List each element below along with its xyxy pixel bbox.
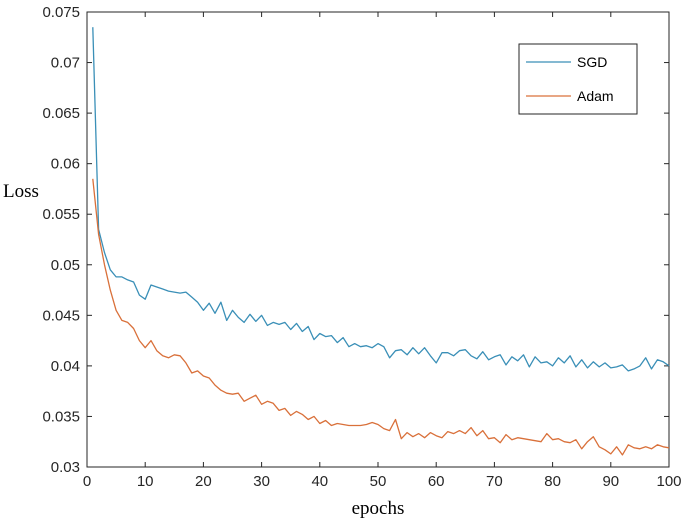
x-tick-label: 40: [311, 473, 328, 490]
series-line-adam: [92, 178, 670, 456]
x-axis-label: epochs: [352, 498, 405, 519]
x-tick-label: 20: [195, 473, 212, 490]
legend-label-adam: Adam: [577, 88, 614, 104]
series-line-sgd: [92, 27, 670, 372]
y-tick-label: 0.07: [51, 55, 80, 72]
legend-box: [518, 43, 638, 115]
y-tick-label: 0.075: [42, 4, 80, 21]
x-tick-label: 70: [486, 473, 503, 490]
legend-label-sgd: SGD: [577, 54, 607, 70]
x-tick-label: 90: [602, 473, 619, 490]
x-tick-label: 30: [253, 473, 270, 490]
y-axis-label: Loss: [3, 181, 39, 202]
y-tick-label: 0.06: [51, 156, 80, 173]
x-tick-label: 50: [370, 473, 387, 490]
series-layer: [92, 27, 670, 456]
y-tick-label: 0.03: [51, 459, 80, 476]
x-tick-label: 80: [544, 473, 561, 490]
y-tick-label: 0.045: [42, 307, 80, 324]
y-tick-label: 0.065: [42, 105, 80, 122]
y-tick-label: 0.055: [42, 206, 80, 223]
y-tick-label: 0.04: [51, 358, 80, 375]
axis-ticks: 0 10 20 30 40 50 60 70 80 90 100 0.03 0.035 0.04 0.045…: [42, 4, 681, 490]
legend: SGD Adam: [518, 43, 638, 115]
x-tick-label: 60: [428, 473, 445, 490]
x-tick-label: 10: [137, 473, 154, 490]
y-tick-label: 0.05: [51, 257, 80, 274]
x-tick-label: 0: [83, 473, 91, 490]
x-tick-label: 100: [656, 473, 681, 490]
y-tick-label: 0.035: [42, 408, 80, 425]
